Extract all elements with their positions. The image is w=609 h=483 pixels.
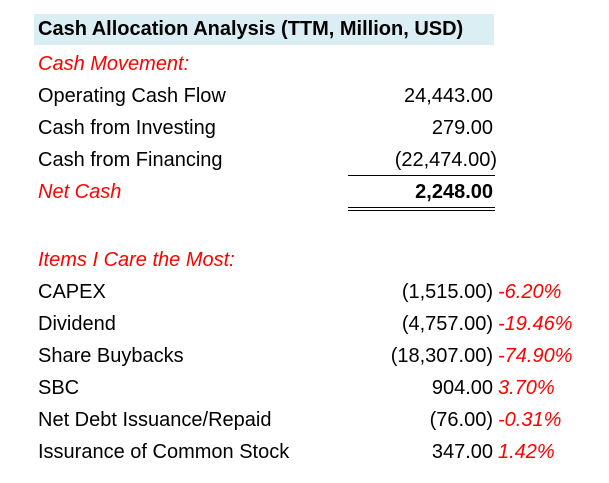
items-heading-row: Items I Care the Most:	[0, 244, 609, 276]
sheet-title: Cash Allocation Analysis (TTM, Million, …	[34, 14, 494, 45]
total-double-rule	[348, 207, 495, 211]
table-row: Cash from Financing (22,474.00)	[0, 144, 609, 176]
net-cash-row: Net Cash 2,248.00	[0, 176, 609, 208]
table-row: Operating Cash Flow 24,443.00	[0, 80, 609, 112]
items-heading: Items I Care the Most:	[38, 249, 235, 271]
row-label: Net Debt Issuance/Repaid	[38, 409, 272, 431]
row-label: Operating Cash Flow	[38, 85, 226, 107]
net-cash-value: 2,248.00	[415, 181, 493, 203]
row-label: SBC	[38, 377, 80, 399]
table-row: CAPEX (1,515.00) -6.20%	[0, 276, 609, 308]
row-percent: 3.70%	[498, 377, 555, 399]
row-label: Share Buybacks	[38, 345, 184, 367]
row-label: Cash from Investing	[38, 117, 216, 139]
table-row: Dividend (4,757.00) -19.46%	[0, 308, 609, 340]
table-row: Cash from Investing 279.00	[0, 112, 609, 144]
row-value: (22,474.00)	[394, 149, 497, 171]
row-value: (4,757.00)	[401, 313, 493, 335]
row-percent: -19.46%	[498, 313, 573, 335]
row-value: (18,307.00)	[390, 345, 493, 367]
table-row: SBC 904.00 3.70%	[0, 372, 609, 404]
row-label: CAPEX	[38, 281, 106, 303]
row-value: (1,515.00)	[401, 281, 493, 303]
row-value: 279.00	[431, 117, 493, 139]
subtotal-rule	[348, 175, 495, 176]
row-percent: -0.31%	[498, 409, 562, 431]
row-percent: -74.90%	[498, 345, 573, 367]
table-row: Issurance of Common Stock 347.00 1.42%	[0, 436, 609, 468]
row-label: Dividend	[38, 313, 116, 335]
table-row: Net Debt Issuance/Repaid (76.00) -0.31%	[0, 404, 609, 436]
row-label: Issurance of Common Stock	[38, 441, 290, 463]
table-row: Share Buybacks (18,307.00) -74.90%	[0, 340, 609, 372]
row-value: 904.00	[431, 377, 493, 399]
cash-movement-heading-row: Cash Movement:	[0, 48, 609, 80]
row-value: (76.00)	[429, 409, 493, 431]
net-cash-label: Net Cash	[38, 181, 122, 203]
row-value: 347.00	[431, 441, 493, 463]
row-value: 24,443.00	[404, 85, 493, 107]
row-percent: 1.42%	[498, 441, 555, 463]
cash-movement-heading: Cash Movement:	[38, 53, 190, 75]
row-label: Cash from Financing	[38, 149, 223, 171]
row-percent: -6.20%	[498, 281, 562, 303]
